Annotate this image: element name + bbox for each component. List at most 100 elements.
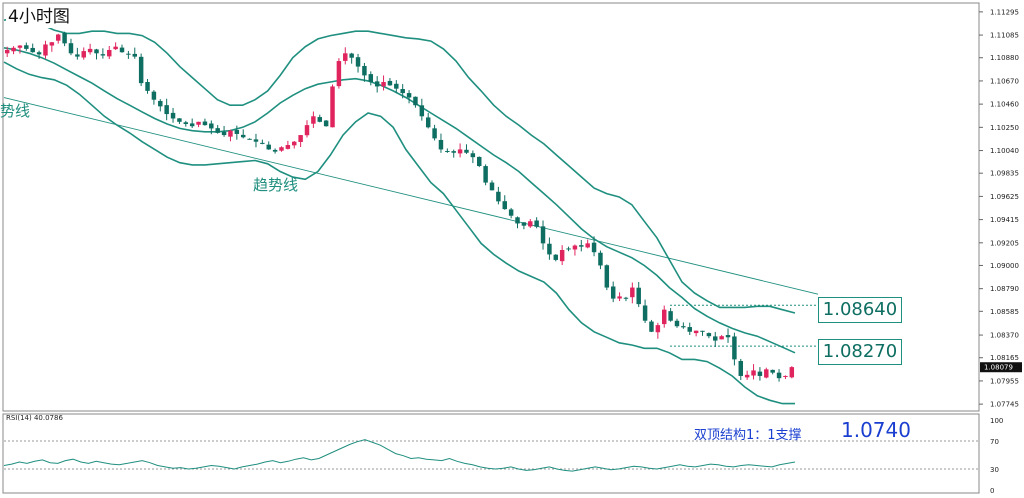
candle-body <box>317 117 322 122</box>
candle-body <box>43 44 48 56</box>
price-tick-label: 1.08790 <box>990 285 1019 293</box>
candle-body <box>744 374 750 378</box>
candle-body <box>49 42 55 46</box>
price-tick-label: 1.09205 <box>990 239 1019 247</box>
candle-body <box>285 145 291 149</box>
bollinger-bands <box>3 17 796 405</box>
candle-body <box>451 151 456 153</box>
candle-body <box>355 57 361 67</box>
rsi-label: RSI(14) 40.0786 <box>6 414 63 422</box>
candle-body <box>75 54 80 57</box>
candle-body <box>272 149 278 152</box>
rsi-tick-label: 70 <box>990 438 999 446</box>
candle-body <box>508 209 514 216</box>
candle-body <box>368 74 374 83</box>
candle-body <box>215 128 220 133</box>
candle-body <box>732 336 737 360</box>
rsi-tick-label: 100 <box>990 417 1003 425</box>
candle-body <box>170 112 176 119</box>
candle-body <box>540 226 546 244</box>
candle-body <box>693 330 699 334</box>
candle-body <box>464 149 469 153</box>
candle-body <box>789 367 795 378</box>
candle-body <box>158 100 163 107</box>
rsi-axis: 100 70 30 0 <box>990 417 1003 495</box>
candle-body <box>400 89 405 94</box>
candle-body <box>100 54 106 56</box>
candle-body <box>394 83 399 89</box>
lower-band <box>3 61 795 405</box>
double-top-support-value: 1.0740 <box>841 418 911 442</box>
candle-body <box>279 147 284 151</box>
candle-body <box>515 217 520 224</box>
candle-body <box>164 105 169 115</box>
candle-body <box>202 121 208 126</box>
candle-body <box>240 134 246 138</box>
price-tick-label: 1.10460 <box>990 101 1019 109</box>
candle-body <box>681 326 686 328</box>
candle-body <box>598 252 603 266</box>
candle-body <box>292 141 297 146</box>
candle-body <box>751 370 756 376</box>
candle-body <box>17 45 23 48</box>
price-axis: 1.11295 1.11085 1.10880 1.10670 1.10460 1.102… <box>979 8 1022 409</box>
candle-body <box>387 80 393 86</box>
candle-body <box>330 86 335 128</box>
rsi-line <box>3 439 796 472</box>
candle-body <box>253 139 259 142</box>
middle-band <box>3 47 796 354</box>
candle-body <box>11 47 16 52</box>
rsi-grid <box>4 440 979 470</box>
candle-body <box>713 336 718 341</box>
candle-body <box>177 118 182 122</box>
candle-body <box>36 52 42 55</box>
candle-body <box>30 47 35 53</box>
candle-body <box>668 311 673 321</box>
price-tick-label: 1.10670 <box>990 77 1019 85</box>
candle-body <box>343 53 348 61</box>
candle-body <box>260 142 265 144</box>
candle-body <box>496 191 501 202</box>
candle-body <box>445 150 450 152</box>
price-tick-label: 1.09415 <box>990 216 1019 224</box>
candle-body <box>438 139 444 150</box>
candle-body <box>674 320 680 327</box>
candle-body <box>719 336 724 340</box>
candle-body <box>336 61 342 87</box>
candle-body <box>502 201 507 210</box>
price-tick-label: 1.11295 <box>990 8 1019 16</box>
current-price-marker <box>980 362 1022 373</box>
candle-body <box>234 129 240 134</box>
rsi-tick-label: 30 <box>990 466 999 474</box>
candle-body <box>655 325 661 333</box>
candle-body <box>706 333 712 337</box>
candle-body <box>126 53 131 55</box>
candle-body <box>553 254 559 260</box>
candle-body <box>534 220 539 227</box>
candle-body <box>630 287 635 298</box>
candle-body <box>304 125 310 136</box>
candle-body <box>738 360 744 376</box>
price-tick-label: 1.09000 <box>990 262 1019 270</box>
price-tick-label: 1.07955 <box>990 377 1019 385</box>
candle-body <box>107 49 112 57</box>
candle-body <box>221 131 227 136</box>
candle-body <box>413 96 418 106</box>
candle-body <box>572 245 578 250</box>
candle-body <box>604 265 610 288</box>
price-tick-label: 1.08370 <box>990 332 1019 340</box>
candle-body <box>642 305 648 321</box>
candle-body <box>591 242 597 253</box>
candle-body <box>521 222 527 226</box>
candle-body <box>189 123 195 127</box>
trendline-path <box>3 97 819 295</box>
candle-body <box>764 369 769 378</box>
candle-body <box>406 93 412 98</box>
candle-body <box>649 321 654 332</box>
candle-body <box>425 117 431 128</box>
resistance-level-1: 1.08640 <box>818 297 902 323</box>
candle-body <box>209 123 214 129</box>
candle-body <box>349 53 354 58</box>
candle-body <box>617 296 622 299</box>
